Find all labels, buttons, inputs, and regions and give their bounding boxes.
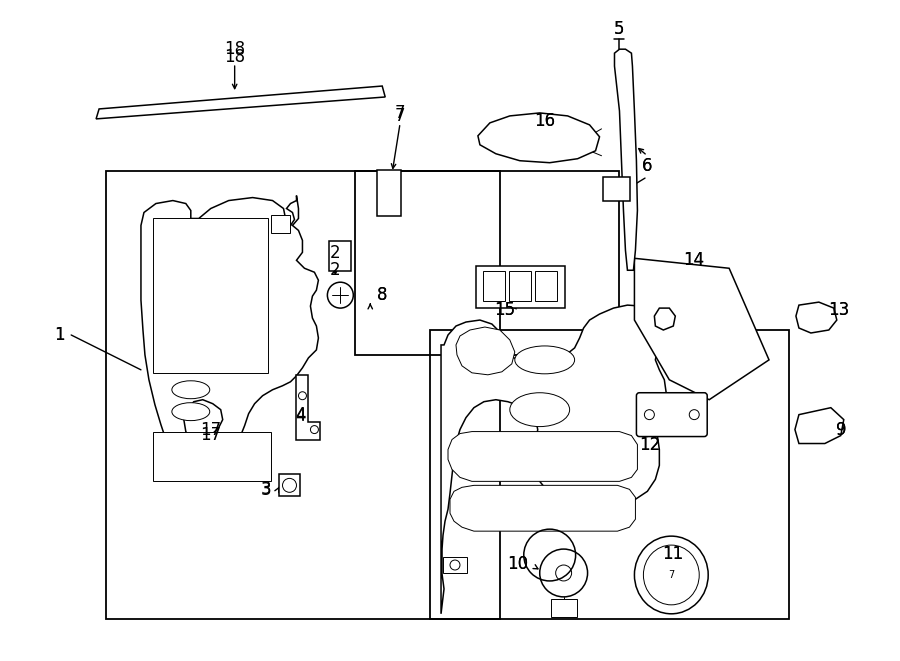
- FancyBboxPatch shape: [602, 176, 630, 200]
- Text: 12: 12: [639, 436, 660, 453]
- Polygon shape: [448, 432, 637, 481]
- FancyBboxPatch shape: [483, 271, 505, 301]
- Bar: [551, 599, 577, 617]
- Text: 16: 16: [534, 112, 555, 130]
- Ellipse shape: [634, 536, 708, 614]
- FancyBboxPatch shape: [476, 266, 564, 308]
- Text: 13: 13: [828, 301, 850, 319]
- Text: 16: 16: [534, 112, 555, 130]
- Polygon shape: [654, 308, 675, 330]
- FancyBboxPatch shape: [377, 170, 401, 217]
- Text: 18: 18: [224, 48, 245, 66]
- Text: 1: 1: [54, 326, 65, 344]
- Bar: [153, 432, 271, 481]
- Polygon shape: [456, 327, 515, 375]
- Bar: [106, 171, 500, 619]
- Ellipse shape: [509, 393, 570, 426]
- Text: 15: 15: [494, 301, 516, 319]
- Text: 11: 11: [662, 545, 683, 563]
- Ellipse shape: [172, 403, 210, 420]
- Text: 3: 3: [260, 481, 271, 498]
- Text: 7: 7: [395, 104, 405, 122]
- FancyBboxPatch shape: [636, 393, 707, 436]
- Polygon shape: [450, 485, 635, 531]
- Bar: [430, 330, 789, 619]
- Text: 6: 6: [642, 157, 652, 175]
- Polygon shape: [141, 196, 319, 457]
- Text: 17: 17: [200, 426, 221, 444]
- Text: 9: 9: [835, 420, 846, 439]
- Polygon shape: [634, 258, 769, 400]
- Polygon shape: [795, 408, 844, 444]
- Text: 12: 12: [639, 436, 660, 453]
- Ellipse shape: [172, 381, 210, 399]
- Text: 4: 4: [295, 407, 306, 424]
- Ellipse shape: [644, 545, 699, 605]
- Polygon shape: [478, 113, 599, 163]
- Text: 4: 4: [295, 406, 306, 424]
- Text: 8: 8: [377, 286, 388, 304]
- Text: 7: 7: [395, 107, 405, 125]
- Text: 2: 2: [330, 245, 341, 262]
- Bar: [356, 171, 619, 355]
- Text: 5: 5: [614, 20, 625, 38]
- Text: 6: 6: [642, 157, 652, 175]
- Text: 1: 1: [54, 326, 65, 344]
- Text: 10: 10: [508, 555, 528, 573]
- Bar: [278, 475, 301, 496]
- Text: 3: 3: [260, 481, 271, 499]
- Text: 14: 14: [683, 251, 704, 269]
- Bar: [153, 219, 267, 373]
- Ellipse shape: [515, 346, 574, 374]
- Polygon shape: [615, 49, 637, 270]
- Bar: [271, 215, 291, 233]
- Polygon shape: [441, 305, 666, 614]
- Text: 11: 11: [662, 545, 683, 563]
- Text: 18: 18: [224, 40, 245, 58]
- Polygon shape: [96, 86, 385, 119]
- Text: 15: 15: [494, 301, 516, 319]
- Text: 7: 7: [668, 570, 674, 580]
- Text: 17: 17: [200, 420, 221, 439]
- Bar: [443, 557, 467, 573]
- Polygon shape: [296, 375, 320, 440]
- Text: 5: 5: [614, 20, 625, 38]
- Polygon shape: [796, 302, 837, 333]
- FancyBboxPatch shape: [329, 241, 351, 271]
- Text: 8: 8: [377, 286, 388, 304]
- FancyBboxPatch shape: [508, 271, 531, 301]
- Text: 9: 9: [835, 420, 846, 439]
- FancyBboxPatch shape: [535, 271, 557, 301]
- Text: 10: 10: [508, 555, 528, 573]
- Text: 13: 13: [828, 301, 850, 319]
- Text: 14: 14: [683, 251, 704, 269]
- Text: 2: 2: [330, 261, 341, 279]
